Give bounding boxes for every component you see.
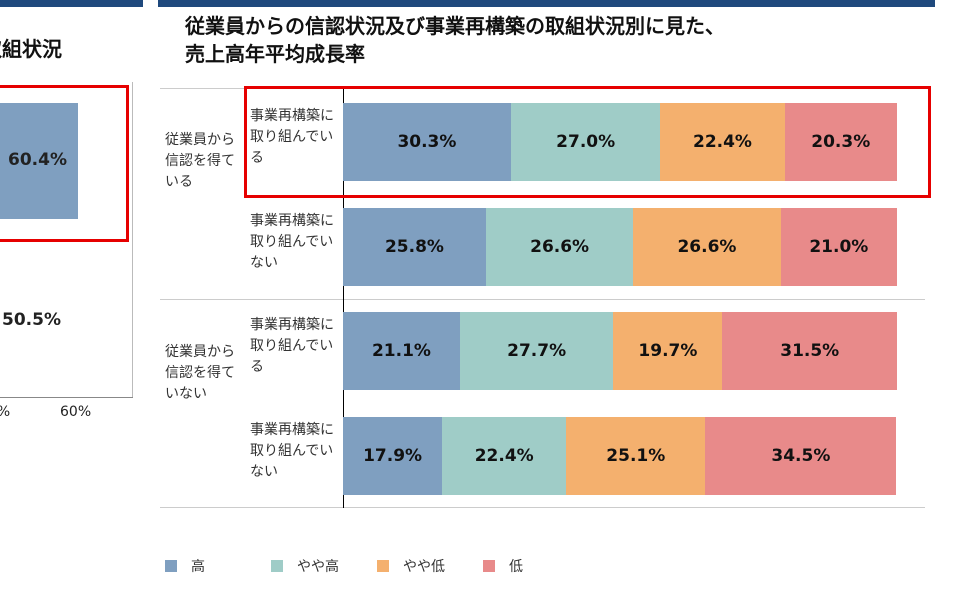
legend: 高 やや高 やや低 低 xyxy=(165,556,589,576)
row-label: 事業再構築に取り組んでいない xyxy=(250,422,334,480)
data-label: 21.1% xyxy=(371,341,431,361)
bar-segment-高: 25.8% xyxy=(343,208,486,286)
header-bar xyxy=(158,0,935,7)
data-label: 34.5% xyxy=(771,446,831,466)
legend-swatch xyxy=(377,560,389,572)
left-bar xyxy=(0,103,78,219)
data-label: 30.3% xyxy=(397,132,457,152)
title-line-2: 売上高年平均成長率 xyxy=(185,42,365,66)
bar-segment-高: 21.1% xyxy=(343,312,460,390)
legend-swatch xyxy=(165,560,177,572)
data-label: 26.6% xyxy=(677,237,737,257)
data-label: 20.3% xyxy=(811,132,871,152)
data-label: 21.0% xyxy=(809,237,869,257)
bar-segment-低: 20.3% xyxy=(784,103,897,181)
legend-label: やや高 xyxy=(297,559,339,575)
data-label: 22.4% xyxy=(474,446,534,466)
bar-segment-やや高: 26.6% xyxy=(485,208,634,286)
legend-label: 低 xyxy=(509,559,523,575)
legend-label: やや低 xyxy=(403,559,445,575)
row-label: 事業再構築に取り組んでいない xyxy=(250,213,334,271)
data-label: 19.7% xyxy=(638,341,698,361)
left-tick: 60% xyxy=(60,404,92,420)
separator-line xyxy=(160,299,925,300)
bar-segment-やや低: 19.7% xyxy=(613,312,723,390)
legend-item: 低 xyxy=(483,556,589,576)
data-label: 17.9% xyxy=(363,446,423,466)
data-label: 27.7% xyxy=(507,341,567,361)
title-line-1: 従業員からの信認状況及び事業再構築の取組状況別に見た、 xyxy=(185,14,725,38)
highlight-box xyxy=(244,86,931,198)
left-chart-title: 取組状況 xyxy=(0,37,62,61)
group-label: 従業員から信認を得ていない xyxy=(165,344,235,402)
data-label: 25.8% xyxy=(384,237,444,257)
left-highlight-box xyxy=(0,85,129,242)
chart-title: 従業員からの信認状況及び事業再構築の取組状況別に見た、 売上高年平均成長率 xyxy=(185,12,725,68)
bar-segment-やや高: 22.4% xyxy=(442,417,567,495)
bar-segment-高: 17.9% xyxy=(343,417,443,495)
data-label: 22.4% xyxy=(692,132,752,152)
left-axis xyxy=(132,82,133,397)
legend-swatch xyxy=(271,560,283,572)
legend-item: やや高 xyxy=(271,556,377,576)
legend-item: 高 xyxy=(165,556,271,576)
left-x-axis xyxy=(0,397,133,398)
bar-segment-やや高: 27.7% xyxy=(459,312,614,390)
bar-segment-低: 21.0% xyxy=(780,208,897,286)
legend-swatch xyxy=(483,560,495,572)
data-label: 25.1% xyxy=(606,446,666,466)
bar-segment-やや低: 22.4% xyxy=(660,103,785,181)
legend-label: 高 xyxy=(191,559,205,575)
row-label: 事業再構築に取り組んでいる xyxy=(250,317,334,375)
data-label: 31.5% xyxy=(780,341,840,361)
left-value-1: 60.4% xyxy=(8,150,67,170)
left-header-bar xyxy=(0,0,143,7)
bar-segment-やや高: 27.0% xyxy=(510,103,661,181)
legend-item: やや低 xyxy=(377,556,483,576)
left-tick: 0% xyxy=(0,404,10,420)
bar-segment-やや低: 25.1% xyxy=(566,417,706,495)
data-label: 26.6% xyxy=(530,237,590,257)
bar-segment-低: 31.5% xyxy=(722,312,897,390)
bar-segment-高: 30.3% xyxy=(343,103,511,181)
group-label: 従業員から信認を得ている xyxy=(165,132,235,190)
bar-segment-低: 34.5% xyxy=(705,417,897,495)
left-value-2: 50.5% xyxy=(2,310,61,330)
data-label: 27.0% xyxy=(556,132,616,152)
row-label: 事業再構築に取り組んでいる xyxy=(250,108,334,166)
y-axis-line xyxy=(343,88,344,508)
separator-line xyxy=(160,507,925,508)
bar-segment-やや低: 26.6% xyxy=(633,208,781,286)
